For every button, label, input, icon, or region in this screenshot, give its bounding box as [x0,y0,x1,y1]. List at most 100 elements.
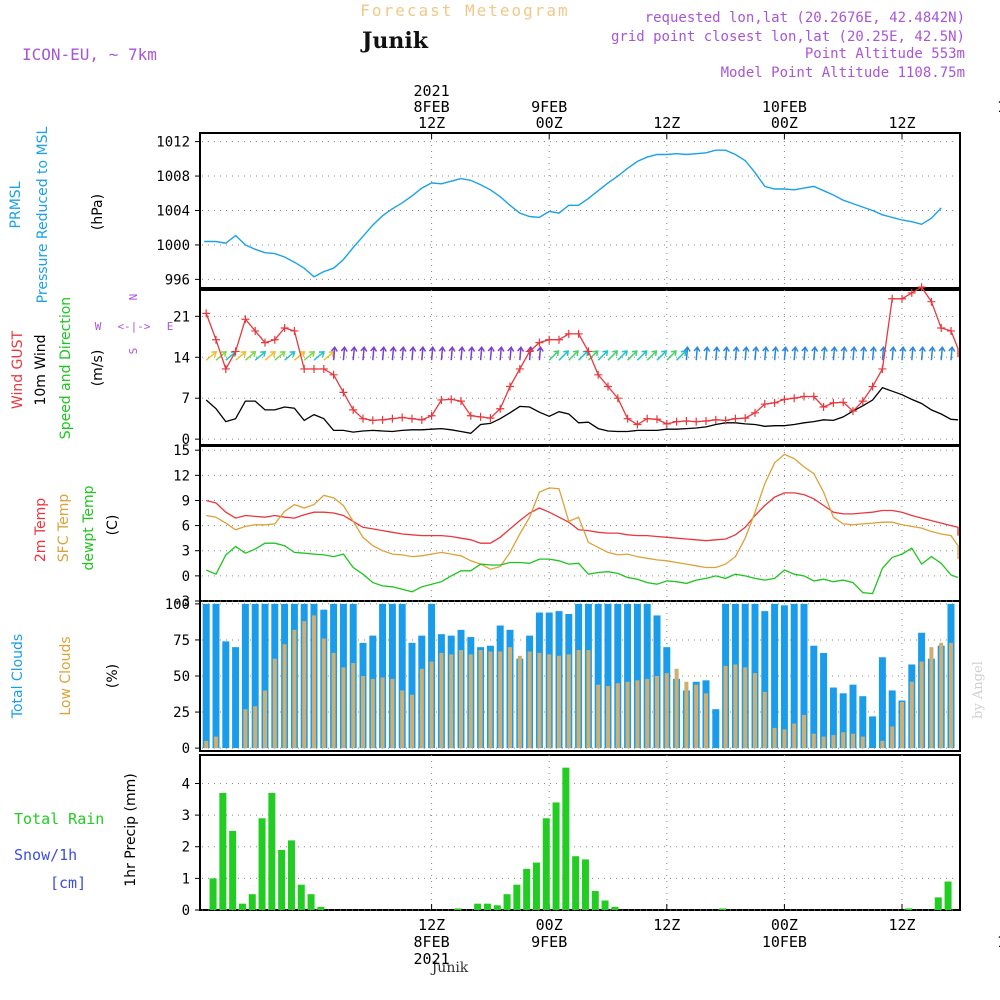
y-tick-label: 12 [173,468,190,484]
wind-direction-arrow [705,347,708,361]
time-label-top: 9FEB [531,98,567,116]
wind-gust-point [368,416,377,425]
wind-direction-arrow [548,350,559,361]
wind-direction-arrow-head [289,351,296,357]
wind-direction-arrow [862,347,865,361]
wind-direction-arrow [773,347,777,361]
rain-bar [562,767,570,910]
model-name: ICON-EU, ~ 7km [22,45,157,64]
low-cloud-bar [380,677,385,749]
wind-direction-arrow [607,350,618,361]
wind-gust-point [417,415,426,424]
y-tick-label: 100 [165,597,190,613]
wind-gust-point [653,415,661,424]
model-altitude: Model Point Altitude 1108.75m [721,65,965,81]
total-cloud-bar [232,647,240,749]
wind-gust-point [937,324,946,333]
wind-direction-arrow [666,350,677,361]
wind-gust-point [672,417,681,426]
precip-legend-cm: [cm] [50,874,86,892]
low-cloud-bar [459,650,463,749]
wind-direction-arrow-head [612,350,619,357]
y-tick-label: 4 [182,776,190,792]
wind-direction-arrow [205,351,217,361]
wind-gust-point [711,415,720,424]
wind-direction-arrow [323,351,335,361]
wind-gust-point [849,407,857,416]
total-cloud-bar [761,611,769,749]
wind-direction-arrow [568,350,579,361]
wind-direction-arrow [293,351,305,361]
rain-bar [601,900,609,910]
wind-gust-point [329,370,338,379]
wind-direction-arrow [362,347,365,361]
low-cloud-bar [361,676,365,749]
wind-direction-arrow [332,347,336,361]
rain-bar [905,908,913,910]
low-cloud-bar [410,694,414,749]
wind-direction-arrow-head [340,345,348,352]
wind-direction-arrow [430,347,434,361]
point-altitude: Point Altitude 553m [805,46,965,62]
precip-panel [199,754,961,911]
wind-direction-arrow-head [572,350,579,357]
wind-direction-arrow-head [260,351,267,357]
wind-direction-arrow [891,347,895,361]
wind-direction-arrow [284,351,296,361]
wind-direction-arrow-head [553,350,560,357]
wind-direction-arrow-head [350,345,358,352]
wind-direction-arrow [381,347,385,361]
wind-direction-arrow-head [860,345,868,352]
wind-direction-arrow-head [477,345,485,352]
rain-bar [278,849,286,910]
wind-direction-arrow [754,347,757,361]
wind-direction-arrow-head [428,345,436,352]
compass-s: S [127,348,140,355]
wind-direction-arrow [244,351,256,361]
low-cloud-bar [772,727,777,749]
total-cloud-bar [878,657,886,749]
low-cloud-bar [939,642,944,749]
low-cloud-bar [909,681,914,749]
low-cloud-bar [351,663,356,749]
temp-ylabel-2m: 2m Temp [33,498,49,562]
time-label-top: 8FEB [414,98,450,116]
wind-direction-arrow-head [661,350,668,357]
low-cloud-bar [370,678,375,749]
total-cloud-bar [810,645,818,749]
location-title: Junik [360,28,429,54]
low-cloud-bar [400,690,405,749]
wind-direction-arrow-head [487,345,495,352]
wind-gust-point [878,364,887,373]
total-cloud-bar [398,603,406,749]
time-label-top: 11FEB [997,98,1000,116]
rain-bar [523,868,531,910]
wind-ylabel-10m: 10m Wind [33,334,49,405]
low-cloud-bar [557,655,561,749]
wind-gust-point [241,315,250,324]
wind-direction-arrow-head [419,345,427,352]
total-cloud-bar [829,687,837,749]
time-label-bottom: 8FEB [414,933,450,951]
total-cloud-bar [800,603,808,749]
y-tick-label: 996 [165,272,190,288]
wind-direction-arrow [734,347,738,361]
pressure-ylabel-2: Pressure Reduced to MSL [35,126,51,303]
wind-gust-point [682,417,691,426]
wind-ylabel-units: (m/s) [90,350,106,387]
wind-direction-arrow [901,347,904,361]
low-cloud-bar [743,667,748,749]
wind-gust-point [613,394,622,403]
wind-direction-arrow [499,347,503,361]
low-cloud-bar [792,723,797,749]
wind-direction-arrow [558,350,569,361]
wind-gust-point [251,326,260,335]
time-label-bottom: 9FEB [531,933,567,951]
rain-bar [258,818,266,910]
wind-direction-arrow [911,347,914,361]
wind-direction-arrow-head [517,345,525,352]
wind-gust-point [378,415,387,424]
wind-direction-arrow-head [279,351,286,357]
wind-direction-arrow [440,347,444,361]
total-cloud-bar [388,603,396,749]
